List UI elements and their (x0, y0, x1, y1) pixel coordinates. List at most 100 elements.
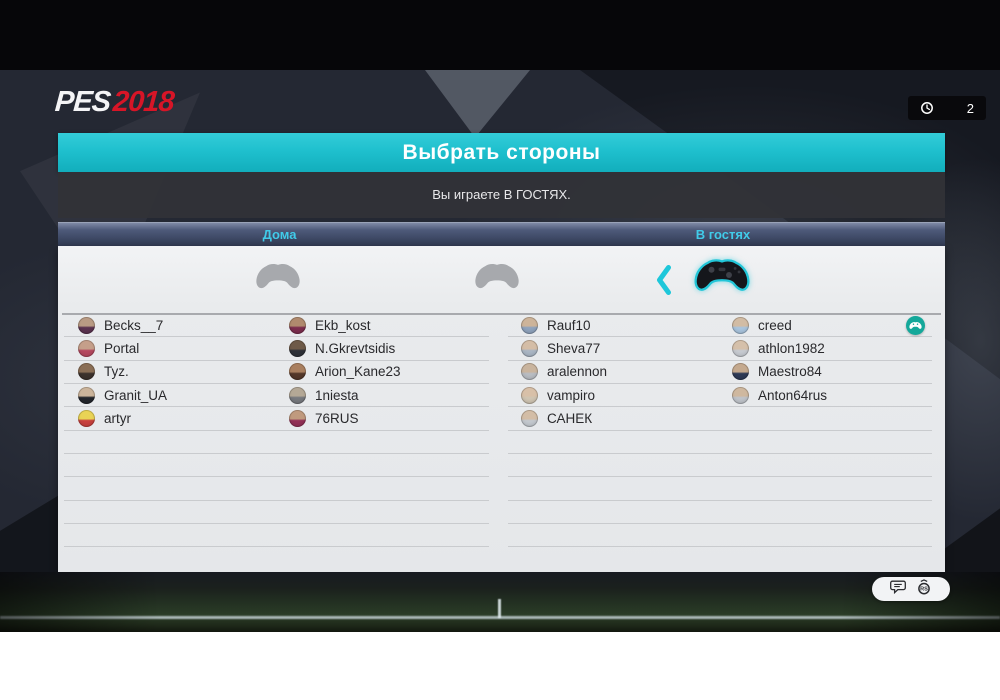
logo-year-text: 2018 (111, 86, 175, 118)
player-row: Becks__7 (78, 314, 163, 336)
player-avatar (732, 363, 749, 381)
player-name: 76RUS (315, 411, 359, 427)
controller-badge-icon (906, 315, 925, 335)
player-avatar (521, 410, 538, 428)
player-row: N.Gkrevtsidis (289, 337, 395, 359)
player-name: Maestro84 (758, 364, 822, 380)
player-row: Ekb_kost (289, 314, 371, 336)
list-row-slot: Becks__7 Ekb_kost (64, 314, 489, 338)
timer-badge: 2 (908, 96, 986, 120)
timer-value: 2 (966, 100, 974, 116)
list-row-slot (508, 454, 932, 478)
player-name: athlon1982 (758, 341, 825, 357)
controller-slot-home-1[interactable] (255, 262, 301, 295)
player-row: vampiro (521, 384, 595, 406)
list-row-slot (508, 524, 932, 548)
game-viewport: PES2018 2 Выбрать стороны Вы играете В Г… (0, 70, 1000, 632)
player-avatar (521, 386, 538, 404)
player-avatar (78, 386, 95, 404)
player-row: Portal (78, 337, 139, 359)
list-row-slot: САНЕК (508, 407, 932, 431)
player-name: Granit_UA (104, 387, 168, 403)
player-avatar (289, 340, 306, 358)
select-sides-panel: Выбрать стороны Вы играете В ГОСТЯХ. Дом… (58, 133, 945, 572)
player-name: artyr (104, 411, 131, 427)
player-avatar (78, 363, 95, 381)
home-player-list: Becks__7 Ekb_kost Portal N.Gkrevtsidis Tyz. A… (64, 314, 489, 548)
chevron-left-icon[interactable] (656, 265, 671, 300)
hint-button-pill: RS (872, 577, 950, 601)
player-avatar (732, 386, 749, 404)
player-name: creed (758, 317, 792, 333)
list-row-slot: Portal N.Gkrevtsidis (64, 337, 489, 361)
list-row-slot: Tyz. Arion_Kane23 (64, 361, 489, 385)
player-name: Ekb_kost (315, 317, 371, 333)
list-row-slot: Rauf10 creed (508, 314, 932, 338)
list-row-slot (64, 477, 489, 501)
player-row: creed (732, 314, 792, 336)
screen-title-bar: Выбрать стороны (58, 133, 945, 172)
player-name: Portal (104, 341, 140, 357)
player-name: Anton64rus (758, 387, 828, 403)
player-avatar (289, 316, 306, 334)
player-row: 1niesta (289, 384, 359, 406)
controller-slot-away-active[interactable] (694, 257, 750, 298)
player-avatar (521, 363, 538, 381)
list-row-slot: vampiro Anton64rus (508, 384, 932, 408)
pes-2018-logo: PES2018 (53, 86, 175, 118)
svg-text:RS: RS (920, 586, 928, 592)
player-name: Arion_Kane23 (315, 364, 401, 380)
player-name: aralennon (547, 364, 608, 380)
list-top-divider (62, 313, 941, 315)
subtitle-text: Вы играете В ГОСТЯХ. (432, 187, 571, 202)
list-row-slot (64, 501, 489, 525)
player-row: Anton64rus (732, 384, 827, 406)
player-avatar (78, 316, 95, 334)
player-name: 1niesta (315, 387, 359, 403)
player-row: САНЕК (521, 407, 592, 429)
player-name: Sheva77 (547, 341, 601, 357)
player-row: Tyz. (78, 361, 129, 383)
player-name: vampiro (547, 387, 596, 403)
controller-slot-home-2[interactable] (474, 262, 520, 295)
player-avatar (289, 410, 306, 428)
chat-icon[interactable] (890, 580, 906, 599)
player-name: Tyz. (104, 364, 129, 380)
list-row-slot: Granit_UA 1niesta (64, 384, 489, 408)
player-name: N.Gkrevtsidis (315, 341, 396, 357)
letterbox-top (0, 0, 1000, 70)
player-row: Arion_Kane23 (289, 361, 401, 383)
player-avatar (521, 340, 538, 358)
list-row-slot (64, 431, 489, 455)
player-avatar (78, 340, 95, 358)
home-side-header: Дома (262, 227, 297, 242)
player-avatar (732, 340, 749, 358)
player-name: Becks__7 (104, 317, 164, 333)
player-name: САНЕК (547, 411, 593, 427)
player-row: 76RUS (289, 407, 359, 429)
list-row-slot (64, 454, 489, 478)
list-row-slot (508, 501, 932, 525)
stadium-vignette (0, 572, 1000, 632)
logo-pes-text: PES (53, 86, 112, 118)
right-stick-icon[interactable]: RS (916, 578, 932, 600)
player-row: aralennon (521, 361, 607, 383)
stadium-background (0, 572, 1000, 632)
player-row: Rauf10 (521, 314, 591, 336)
player-row: Granit_UA (78, 384, 167, 406)
away-side-header: В гостях (695, 227, 751, 242)
list-row-slot (508, 431, 932, 455)
list-row-slot: Sheva77 athlon1982 (508, 337, 932, 361)
player-row: Maestro84 (732, 361, 822, 383)
screen-title: Выбрать стороны (402, 141, 601, 164)
player-row: athlon1982 (732, 337, 825, 359)
list-row-slot (508, 477, 932, 501)
player-avatar (289, 363, 306, 381)
lobby-content: Becks__7 Ekb_kost Portal N.Gkrevtsidis Tyz. A… (58, 246, 945, 572)
player-avatar (521, 316, 538, 334)
player-avatar (78, 410, 95, 428)
player-avatar (289, 386, 306, 404)
side-header-bar: Дома В гостях (58, 222, 945, 246)
player-name: Rauf10 (547, 317, 591, 333)
